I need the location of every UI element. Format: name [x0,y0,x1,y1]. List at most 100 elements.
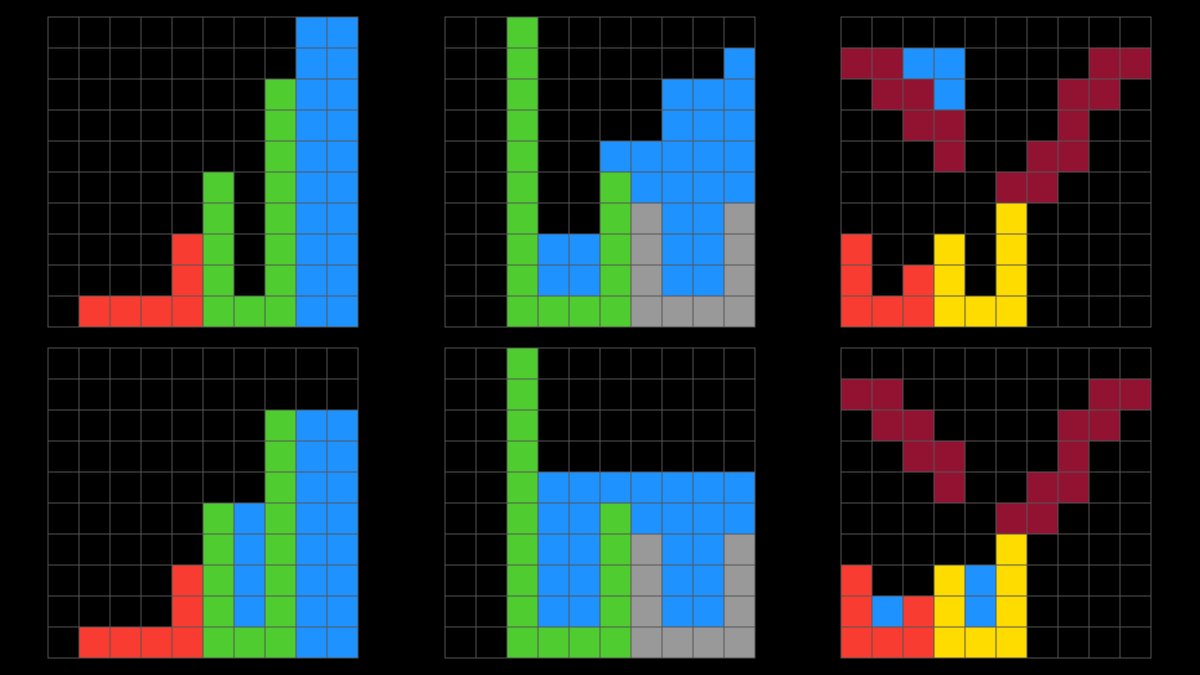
cell [475,78,508,111]
cell [1088,564,1121,597]
cell [661,502,694,535]
cell [326,440,359,473]
cell [630,626,663,659]
cell [871,409,904,442]
cell [1057,626,1090,659]
cell [964,626,997,659]
cell [599,202,632,235]
cell [264,564,297,597]
cell [506,140,539,173]
cell [1026,378,1059,411]
cell [109,502,142,535]
cell [202,595,235,628]
cell [568,502,601,535]
cell [661,109,694,142]
cell [723,564,756,597]
cell [264,595,297,628]
cell [630,533,663,566]
cell [902,378,935,411]
cell [171,595,204,628]
cell [902,202,935,235]
cell [1119,109,1152,142]
cell [140,78,173,111]
grid [840,16,1152,328]
cell [630,595,663,628]
cell [506,109,539,142]
cell [47,171,80,204]
cell [264,295,297,328]
cell [599,564,632,597]
cell [202,140,235,173]
cell [568,233,601,266]
cell [933,595,966,628]
cell [1057,533,1090,566]
cell [995,595,1028,628]
cell [1119,626,1152,659]
cell [140,502,173,535]
cell [599,16,632,49]
cell [661,440,694,473]
cell [47,202,80,235]
cell [995,502,1028,535]
cell [599,47,632,80]
cell [568,171,601,204]
cell [78,171,111,204]
cell [1119,140,1152,173]
cell [109,347,142,380]
cell [264,16,297,49]
cell [295,295,328,328]
cell [295,264,328,297]
cell [964,440,997,473]
cell [1088,533,1121,566]
cell [630,202,663,235]
cell [264,378,297,411]
cell [326,626,359,659]
cell [1026,47,1059,80]
cell [264,533,297,566]
cell [264,47,297,80]
cell [537,202,570,235]
cell [723,471,756,504]
cell [840,171,873,204]
cell [995,47,1028,80]
cell [171,16,204,49]
cell [1088,378,1121,411]
cell [47,471,80,504]
cell [1119,595,1152,628]
cell [1119,502,1152,535]
cell [78,78,111,111]
cell [444,564,477,597]
cell [630,440,663,473]
cell [1119,233,1152,266]
cell [264,502,297,535]
cell [47,109,80,142]
cell [506,409,539,442]
cell [295,502,328,535]
cell [630,78,663,111]
cell [264,264,297,297]
cell [47,564,80,597]
cell [630,16,663,49]
cell [264,202,297,235]
cell [933,264,966,297]
cell [264,347,297,380]
cell [692,626,725,659]
cell [599,171,632,204]
cell [630,47,663,80]
cell [692,202,725,235]
cell [995,295,1028,328]
cell [723,295,756,328]
cell [109,109,142,142]
cell [871,295,904,328]
cell [1088,78,1121,111]
cell [1119,347,1152,380]
cell [1026,347,1059,380]
cell [1026,295,1059,328]
cell [295,47,328,80]
cell [326,409,359,442]
cell [140,564,173,597]
cell [264,78,297,111]
cell [295,347,328,380]
cell [140,378,173,411]
cell [1026,202,1059,235]
